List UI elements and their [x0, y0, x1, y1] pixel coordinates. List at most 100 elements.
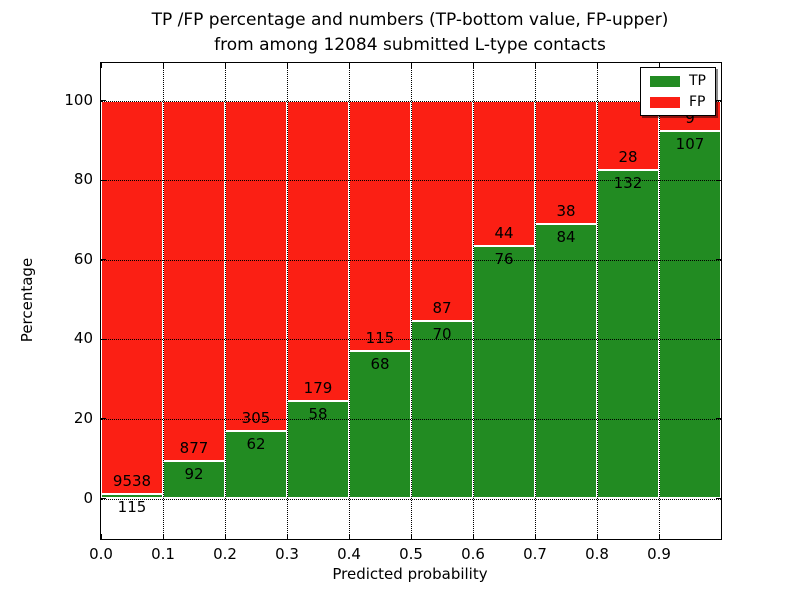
x-tick-mark: [100, 534, 102, 539]
fp-count-label: 9538: [112, 471, 152, 490]
y-tick-mark: [101, 418, 106, 420]
bar-segment-tp: [659, 131, 721, 499]
bar-segment-tp: [411, 321, 473, 499]
x-tick-mark: [472, 534, 474, 539]
legend-item-fp: FP: [650, 95, 706, 109]
x-tick-mark: [162, 63, 164, 68]
tp-count-label: 58: [308, 405, 328, 424]
y-tick-label: 40: [73, 329, 93, 348]
y-tick-mark: [716, 338, 721, 340]
tp-count-label: 62: [246, 435, 266, 454]
y-tick-label: 60: [73, 249, 93, 268]
tp-count-label: 107: [675, 135, 705, 154]
bar-segment-fp: [225, 100, 287, 432]
gridline-vertical: [596, 63, 598, 539]
legend: TP FP: [640, 67, 716, 116]
chart-title-line2: from among 12084 submitted L-type contac…: [214, 35, 606, 55]
x-tick-label: 0.0: [89, 545, 113, 563]
x-tick-mark: [286, 534, 288, 539]
y-tick-mark: [716, 179, 721, 181]
x-tick-label: 0.5: [399, 545, 423, 563]
x-tick-label: 0.1: [151, 545, 175, 563]
x-tick-label: 0.8: [585, 545, 609, 563]
gridline-vertical: [410, 63, 412, 539]
bar-segment-tp: [225, 431, 287, 499]
bar-segment-tp: [473, 246, 535, 499]
bar-segment-fp: [101, 100, 163, 494]
tp-count-label: 76: [494, 250, 514, 269]
x-tick-mark: [658, 63, 660, 68]
chart-title-line1: TP /FP percentage and numbers (TP-bottom…: [151, 10, 669, 30]
y-axis-label: Percentage: [18, 257, 36, 343]
x-tick-label: 0.3: [275, 545, 299, 563]
y-tick-label: 20: [73, 408, 93, 427]
fp-count-label: 44: [494, 224, 514, 243]
x-tick-mark: [162, 534, 164, 539]
x-axis-label: Predicted probability: [332, 565, 488, 583]
x-tick-mark: [224, 534, 226, 539]
x-tick-mark: [534, 534, 536, 539]
gridline-horizontal: [101, 418, 721, 420]
y-tick-label: 0: [83, 488, 93, 507]
x-tick-mark: [596, 534, 598, 539]
legend-label-tp: TP: [689, 73, 706, 89]
gridline-vertical: [162, 63, 164, 539]
x-tick-label: 0.6: [461, 545, 485, 563]
fp-count-label: 877: [179, 438, 209, 457]
x-tick-mark: [596, 63, 598, 68]
x-tick-mark: [410, 534, 412, 539]
chart-title: TP /FP percentage and numbers (TP-bottom…: [0, 8, 800, 58]
gridline-vertical: [472, 63, 474, 539]
y-tick-mark: [101, 259, 106, 261]
x-tick-label: 0.9: [647, 545, 671, 563]
bar-segment-fp: [163, 100, 225, 461]
fp-count-label: 115: [365, 328, 395, 347]
fp-count-label: 28: [618, 148, 638, 167]
x-tick-mark: [472, 63, 474, 68]
y-tick-mark: [716, 259, 721, 261]
x-tick-mark: [100, 63, 102, 68]
plot-area: TP FP 9538 115 877 92 305 62 179 58 115 68 87 70 44 7…: [64, 62, 722, 563]
y-tick-mark: [716, 418, 721, 420]
fp-count-label: 9: [685, 109, 695, 128]
gridline-vertical: [224, 63, 226, 539]
tp-count-label: 70: [432, 325, 452, 344]
fp-count-label: 38: [556, 202, 576, 221]
x-tick-mark: [286, 63, 288, 68]
bar-segment-fp: [349, 100, 411, 351]
bar-segment-fp: [411, 100, 473, 322]
x-tick-label: 0.4: [337, 545, 361, 563]
x-tick-label: 0.2: [213, 545, 237, 563]
y-tick-label: 80: [73, 170, 93, 189]
fp-count-label: 87: [432, 299, 452, 318]
gridline-horizontal: [101, 180, 721, 182]
y-tick-mark: [101, 179, 106, 181]
fp-count-label: 305: [241, 409, 271, 428]
gridline-vertical: [658, 63, 660, 539]
x-tick-mark: [410, 63, 412, 68]
x-tick-mark: [348, 63, 350, 68]
fp-count-label: 179: [303, 379, 333, 398]
fp-color-swatch: [650, 96, 680, 108]
x-tick-label: 0.7: [523, 545, 547, 563]
legend-label-fp: FP: [689, 94, 706, 110]
gridline-horizontal: [101, 100, 721, 102]
tp-count-label: 84: [556, 228, 576, 247]
y-tick-mark: [716, 100, 721, 101]
tp-count-label: 92: [184, 464, 204, 483]
y-tick-mark: [101, 498, 106, 499]
tp-color-swatch: [650, 75, 680, 87]
tp-count-label: 68: [370, 354, 390, 373]
gridline-horizontal: [101, 339, 721, 341]
gridline-horizontal: [101, 498, 721, 500]
gridline-vertical: [286, 63, 288, 539]
bar-segment-tp: [349, 350, 411, 499]
x-tick-mark: [534, 63, 536, 68]
legend-item-tp: TP: [650, 74, 706, 88]
bar-segment-tp: [597, 170, 659, 499]
x-tick-mark: [348, 534, 350, 539]
y-tick-label: 100: [64, 90, 93, 109]
tp-count-label: 115: [117, 497, 147, 516]
x-tick-mark: [658, 534, 660, 539]
